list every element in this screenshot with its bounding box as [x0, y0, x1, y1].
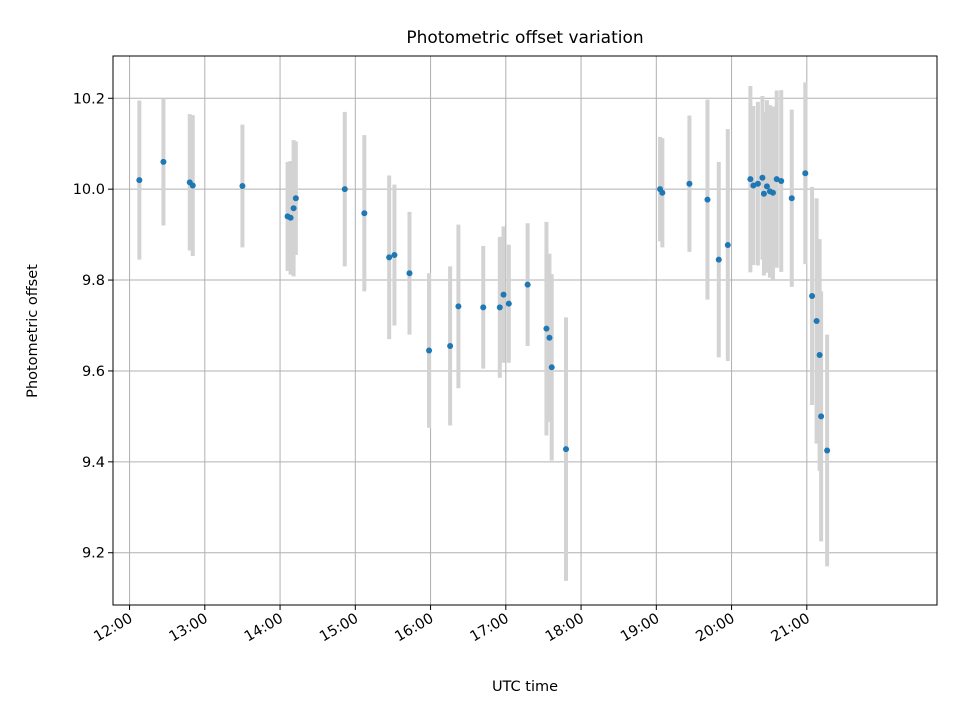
data-point [763, 183, 770, 190]
data-point [809, 292, 816, 299]
data-point [543, 325, 550, 332]
data-point [769, 189, 776, 196]
chart-title: Photometric offset variation [406, 28, 643, 48]
data-point [548, 364, 555, 371]
data-point [563, 446, 570, 453]
data-point [773, 176, 780, 183]
data-point [750, 182, 757, 189]
plot-frame [112, 55, 938, 606]
data-point [524, 281, 531, 288]
y-tick-label: 10.2 [73, 91, 105, 107]
y-tick-label: 9.4 [82, 455, 105, 471]
data-point [754, 180, 761, 187]
grid-layer [113, 56, 937, 605]
data-point [496, 304, 503, 311]
data-point [391, 252, 398, 259]
data-point [778, 177, 785, 184]
data-point [406, 270, 413, 277]
data-point [505, 300, 512, 307]
data-point [361, 210, 368, 217]
data-point [500, 291, 507, 298]
data-point [715, 256, 722, 263]
data-point [747, 176, 754, 183]
data-point [802, 170, 809, 177]
data-point [813, 317, 820, 324]
data-point [759, 174, 766, 181]
data-point [290, 205, 297, 212]
data-point [341, 186, 348, 193]
data-point [386, 254, 393, 261]
data-point [447, 342, 454, 349]
data-point [760, 190, 767, 197]
data-point [816, 352, 823, 359]
data-point [239, 182, 246, 189]
data-point [189, 182, 196, 189]
y-tick-label: 10.0 [73, 182, 105, 198]
data-point [455, 303, 462, 310]
data-point [136, 177, 143, 184]
y-axis-label: Photometric offset [25, 264, 41, 398]
data-point [824, 447, 831, 454]
data-point [160, 158, 167, 165]
data-point [704, 196, 711, 203]
data-point [724, 242, 731, 249]
data-point [546, 334, 553, 341]
data-point [659, 189, 666, 196]
data-point [292, 195, 299, 202]
data-point [287, 214, 294, 221]
y-tick-label: 9.2 [82, 546, 105, 562]
x-axis-label: UTC time [492, 679, 558, 695]
y-tick-label: 9.6 [82, 364, 105, 380]
data-point [686, 180, 693, 187]
data-point [480, 304, 487, 311]
data-point [788, 195, 795, 202]
data-point [426, 347, 433, 354]
point-layer [136, 158, 831, 454]
data-point [818, 413, 825, 420]
y-tick-label: 9.8 [82, 273, 105, 289]
